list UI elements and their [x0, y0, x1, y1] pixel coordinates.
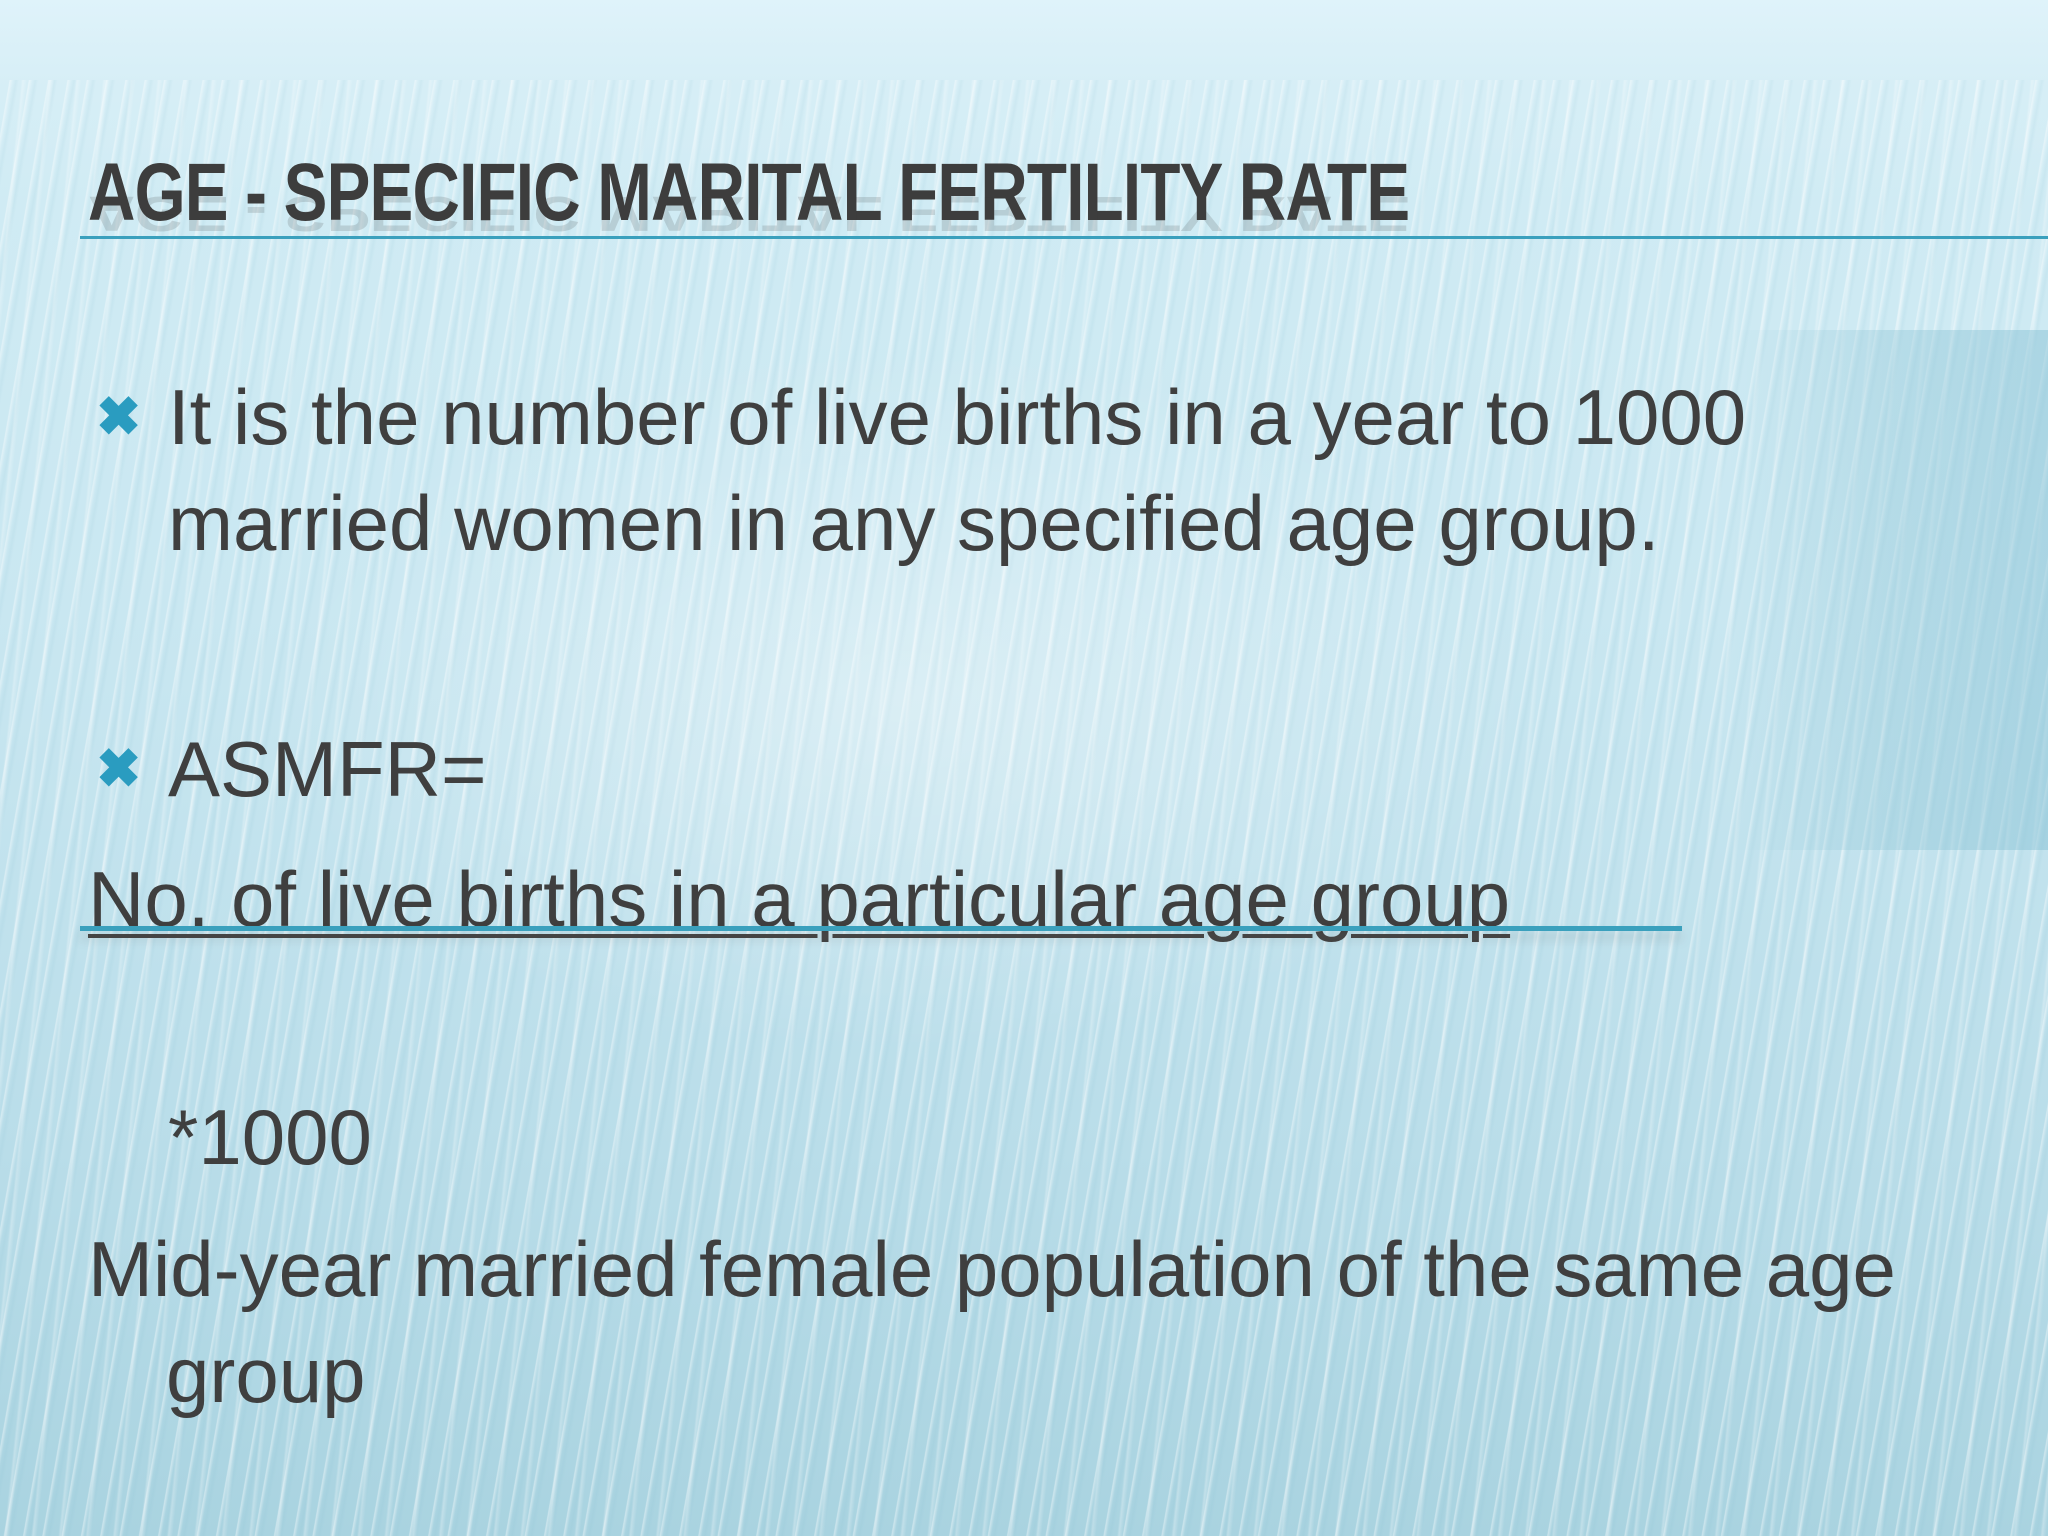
bullet-text: ASMFR=: [168, 725, 487, 813]
formula-numerator: No. of live births in a particular age g…: [88, 855, 1511, 943]
background-texture-secondary: [0, 80, 2048, 1536]
bullet-formula-label: ✖ ASMFR=: [90, 716, 1910, 822]
slide-title-reflection: AGE - SPECIFIC MARITAL FERTILITY RATE: [88, 186, 1410, 241]
title-underline-rule: [80, 236, 2048, 239]
background-texture: [0, 80, 2048, 1536]
background-band: [1730, 330, 2048, 850]
bullet-x-icon: ✖: [96, 387, 142, 447]
formula-multiplier: *1000: [168, 1093, 372, 1181]
bullet-definition: ✖ It is the number of live births in a y…: [90, 364, 1910, 576]
formula-fraction-bar: [80, 926, 1682, 931]
slide-title: AGE - SPECIFIC MARITAL FERTILITY RATE: [88, 147, 1410, 238]
formula-denominator: Mid-year married female population of th…: [88, 1225, 1896, 1419]
bullet-x-icon: ✖: [96, 739, 142, 799]
bullet-text: It is the number of live births in a yea…: [168, 373, 1747, 567]
